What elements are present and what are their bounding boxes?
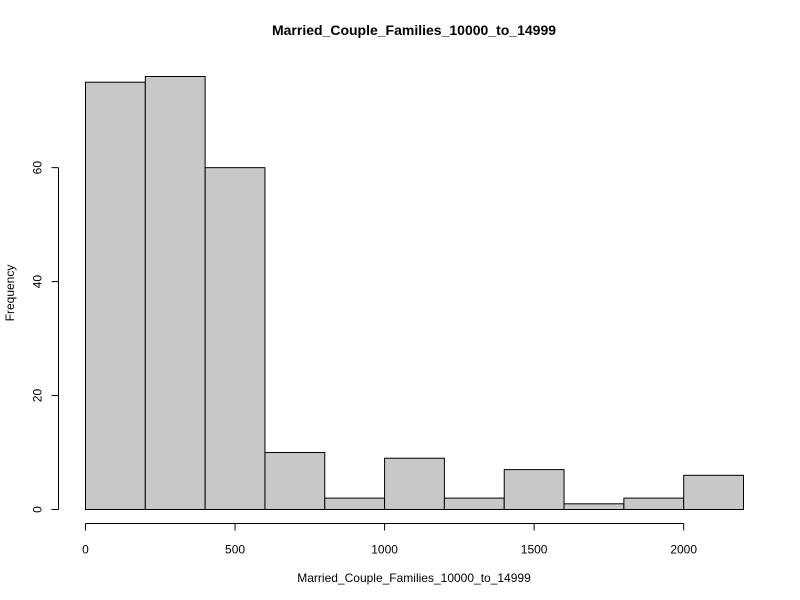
- x-tick-label-1: 500: [225, 543, 245, 557]
- bars-group: [85, 76, 745, 511]
- x-axis-label: Married_Couple_Families_10000_to_14999: [297, 571, 531, 585]
- histogram-bar-6: [443, 497, 505, 510]
- histogram-bar-3: [264, 452, 326, 510]
- histogram-bar-9: [623, 497, 685, 510]
- y-axis-label: Frequency: [3, 265, 17, 322]
- x-tick-label-0: 0: [82, 543, 89, 557]
- histogram-bar-8: [563, 503, 625, 511]
- chart-title: Married_Couple_Families_10000_to_14999: [272, 22, 556, 38]
- y-tick-label-3: 60: [31, 161, 45, 175]
- y-tick-label-2: 40: [31, 275, 45, 289]
- histogram-bar-4: [324, 497, 386, 510]
- y-axis: 0 20 40 60: [31, 161, 59, 513]
- x-tick-label-3: 1500: [521, 543, 548, 557]
- histogram-bar-5: [384, 457, 445, 511]
- histogram-bar-1: [144, 76, 206, 510]
- x-axis: 0 500 1000 1500 2000: [82, 523, 697, 557]
- x-tick-label-4: 2000: [670, 543, 697, 557]
- histogram-bar-10: [683, 474, 745, 511]
- histogram-bar-7: [503, 469, 565, 510]
- y-tick-label-1: 20: [31, 389, 45, 403]
- histogram-bar-0: [85, 81, 146, 511]
- histogram-bar-2: [204, 167, 266, 510]
- y-tick-label-0: 0: [31, 506, 45, 513]
- x-tick-label-2: 1000: [371, 543, 398, 557]
